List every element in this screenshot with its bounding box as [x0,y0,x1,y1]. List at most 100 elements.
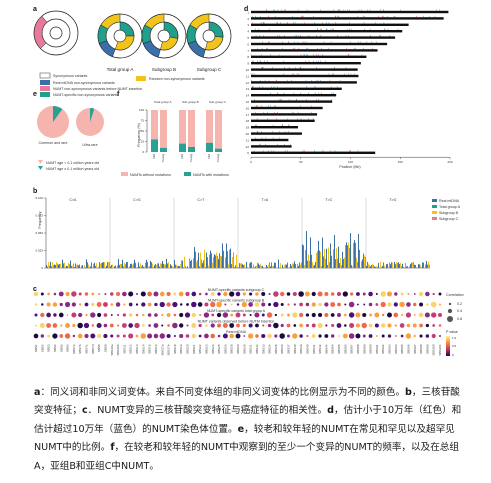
b-bar [91,262,92,268]
c-dot [222,333,228,339]
c-dot [357,303,359,306]
c-dot [362,312,367,318]
b-bar [88,264,89,268]
chromosome-label: 7 [247,49,249,53]
b-bar [67,265,68,268]
c-dot [65,291,70,297]
b-bar [217,255,218,268]
legend-specific: NUMT-specific non-synonymous variants [53,93,119,97]
c-dot [299,312,304,318]
b-bar [275,262,276,268]
b-bar [390,264,391,268]
f-bar-label: Old [207,154,211,159]
b-bar [335,259,336,268]
b-bar [58,264,59,268]
b-bar [368,263,369,268]
b-bar [287,262,288,268]
donut-label-a: Total group A [107,67,135,72]
c-dot [96,302,102,307]
c-dot [311,312,316,318]
c-dot [110,292,114,296]
b-bar [298,266,299,268]
c-dot [261,313,265,317]
c-x-label: SBS35 [274,344,278,354]
b-bar [196,261,197,268]
c-dot [217,292,221,296]
b-bar [174,260,175,268]
c-dot [46,323,52,328]
c-dot [39,322,45,329]
c-dot [273,291,279,297]
d-x-tick-label: 50 [299,160,303,164]
c-dot [222,323,228,328]
chromosome-label: 10 [246,68,250,72]
f-y-tick-label: 25 [141,140,145,144]
c-dot [122,334,126,338]
panel-f: 100 75 50 25 0 Old Young Old Young Old Young [139,108,222,162]
c-dot [344,324,347,327]
c-dot [83,322,90,329]
legend-swatch-real [40,80,50,85]
f-y-tick-label: 50 [141,129,145,133]
c-dot [141,302,146,307]
b-bar [104,262,105,268]
panel-a-legend: Synonymous variants Real mtDNA non-synon… [39,72,205,97]
b-bar [315,261,316,268]
b-bar [319,250,320,268]
c-x-label: SBS3 [47,344,51,352]
b-bar [322,237,323,268]
c-dot [191,323,197,328]
c-dot [40,292,44,296]
caption-b-label: b [405,387,412,398]
c-x-label: SBS86 [343,344,347,354]
legend-swatch-random [136,76,146,81]
b-bar [167,263,168,268]
b-bar [79,264,80,268]
b-bar [285,264,286,268]
c-x-label: SBS15 [148,344,152,354]
c-dot [161,313,164,317]
corr-tick-3: 0.6 [457,317,462,321]
b-bar [139,266,140,268]
c-row-title: Real mtDNA [226,330,247,334]
c-dot [64,333,71,339]
b-bar [179,266,180,268]
c-dot [222,312,229,318]
pie-young-slice [76,108,104,136]
chromosome-label: 21 [246,138,250,142]
b-bar [209,254,210,268]
c-dot [279,333,285,339]
c-dot [286,323,291,328]
b-bar [156,264,157,268]
b-bar [184,256,185,268]
c-dot [72,334,76,338]
legend-b-real-swatch [432,199,437,202]
b-bar [428,261,429,268]
b-bar [200,252,201,268]
c-dot [418,312,424,318]
c-dot [261,302,266,307]
b-bar [240,263,241,268]
corr-dot-small [448,302,452,306]
b-bar [304,264,305,268]
c-dot [330,292,335,296]
c-dot [104,293,107,295]
b-bar [274,262,275,268]
b-bar [375,266,376,268]
c-dot [115,302,121,307]
chromosome-label: 13 [246,87,250,91]
chromosome-bar [251,151,376,154]
b-bar [269,262,270,268]
c-dot [117,324,120,327]
c-dot [199,314,202,316]
c-dot [380,291,386,297]
c-dot [248,302,253,307]
c-dot [204,333,209,339]
b-bar [381,267,382,268]
b-bar [376,266,377,268]
legend-old-icon [38,166,43,170]
b-bar [399,263,400,268]
c-dot [235,333,241,339]
c-x-label: SBS36 [280,344,284,354]
c-dot [304,291,310,297]
